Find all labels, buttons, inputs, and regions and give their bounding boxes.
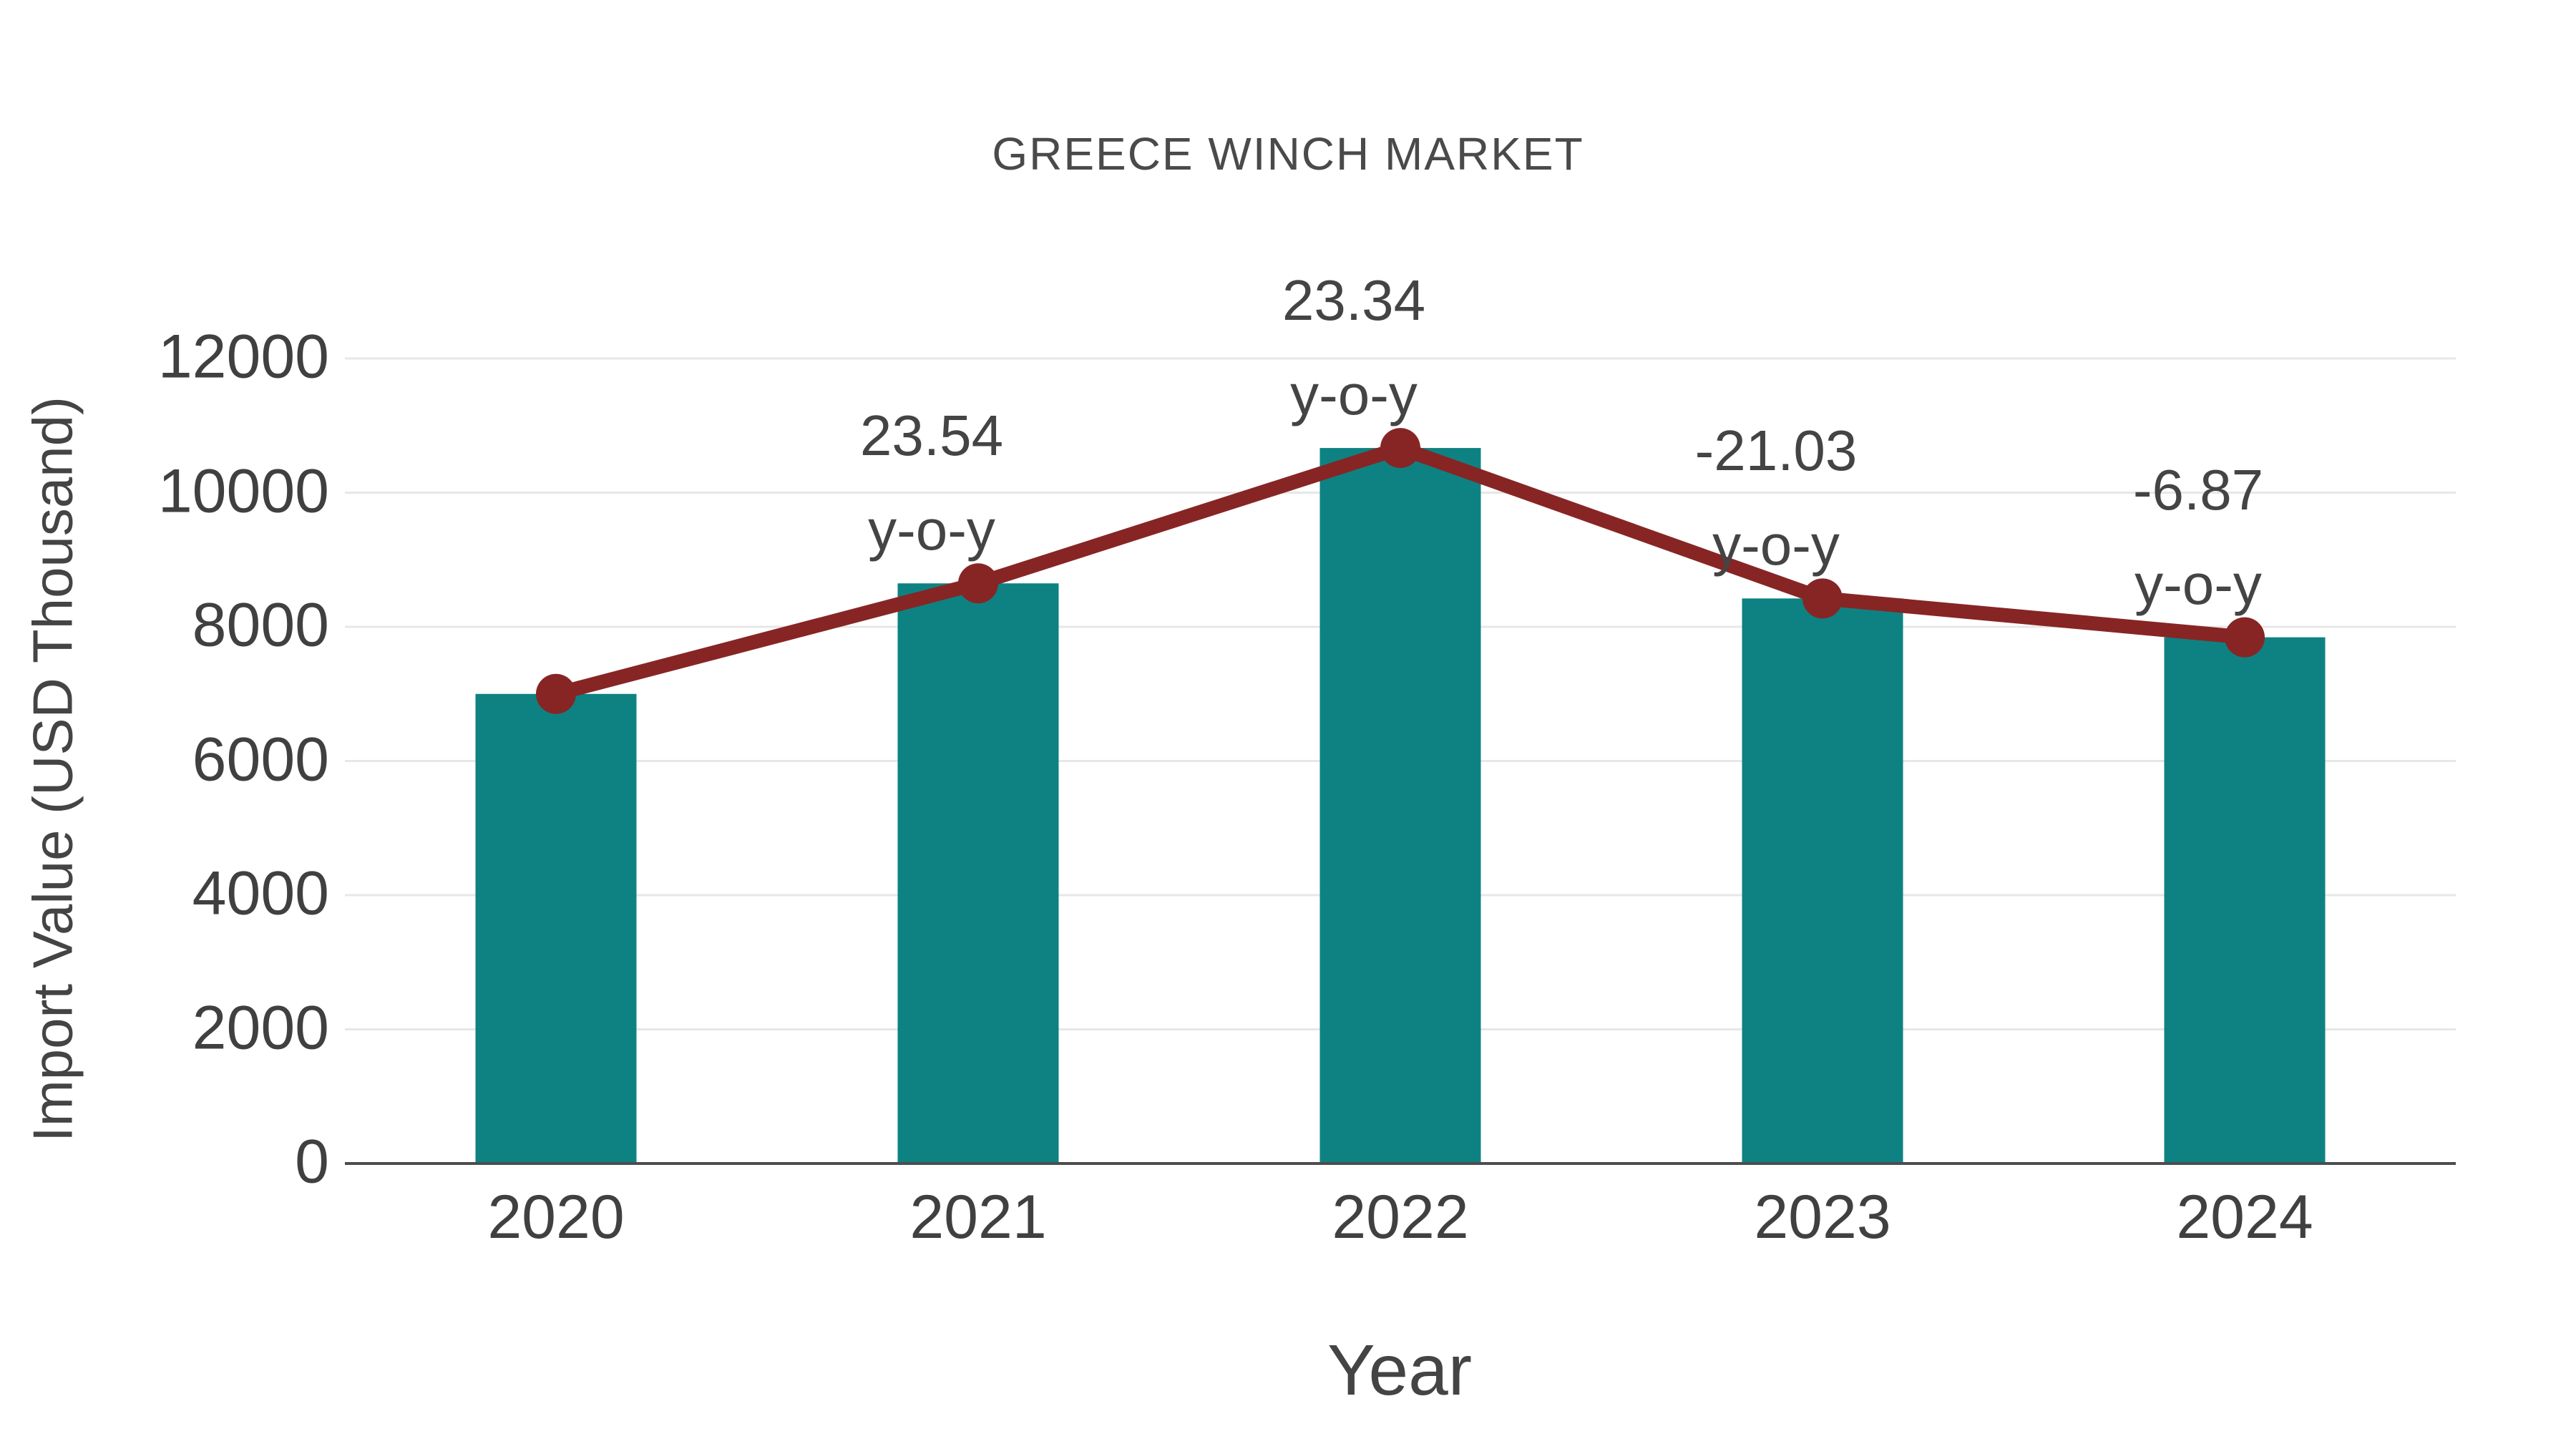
bar-2024 — [2164, 637, 2326, 1163]
x-tick-label-2024: 2024 — [2176, 1183, 2313, 1252]
point-annotation-2023: -21.03 y-o-y — [1695, 404, 1858, 592]
x-tick-label-2021: 2021 — [909, 1183, 1047, 1252]
y-tick-label-6000: 6000 — [192, 725, 329, 794]
bar-2022 — [1319, 448, 1481, 1163]
annotation-value: 23.54 — [859, 404, 1004, 468]
annotation-suffix: y-o-y — [2135, 552, 2262, 616]
y-tick-label-2000: 2000 — [192, 993, 329, 1063]
x-tick-label-2022: 2022 — [1332, 1183, 1469, 1252]
point-annotation-2024: -6.87 y-o-y — [2133, 443, 2263, 632]
annotation-suffix: y-o-y — [1290, 363, 1418, 427]
annotation-value: -21.03 — [1694, 419, 1858, 483]
annotation-value: 23.34 — [1282, 268, 1426, 333]
x-tick-label-2020: 2020 — [487, 1183, 625, 1252]
y-tick-label-8000: 8000 — [192, 590, 329, 660]
x-axis-title: Year — [1327, 1330, 1473, 1410]
y-tick-label-4000: 4000 — [192, 859, 329, 928]
bar-2021 — [897, 583, 1059, 1163]
y-tick-label-12000: 12000 — [157, 322, 329, 391]
y-tick-label-0: 0 — [295, 1127, 329, 1196]
x-tick-label-2023: 2023 — [1754, 1183, 1891, 1252]
line-marker-2020 — [536, 673, 576, 714]
bar-2023 — [1742, 598, 1903, 1163]
line-marker-2021 — [958, 563, 998, 604]
y-axis-title: Import Value (USD Thousand) — [21, 396, 84, 1142]
line-marker-2023 — [1802, 578, 1843, 619]
annotation-value: -6.87 — [2132, 457, 2264, 522]
chart-title: GREECE WINCH MARKET — [992, 128, 1584, 180]
annotation-suffix: y-o-y — [1712, 513, 1840, 577]
annotation-suffix: y-o-y — [868, 498, 995, 562]
y-tick-label-10000: 10000 — [157, 457, 329, 526]
point-annotation-2022: 23.34 y-o-y — [1282, 253, 1425, 442]
bar-2020 — [475, 693, 637, 1163]
line-marker-2024 — [2225, 617, 2265, 658]
point-annotation-2021: 23.54 y-o-y — [860, 389, 1003, 577]
line-marker-2022 — [1380, 428, 1420, 469]
